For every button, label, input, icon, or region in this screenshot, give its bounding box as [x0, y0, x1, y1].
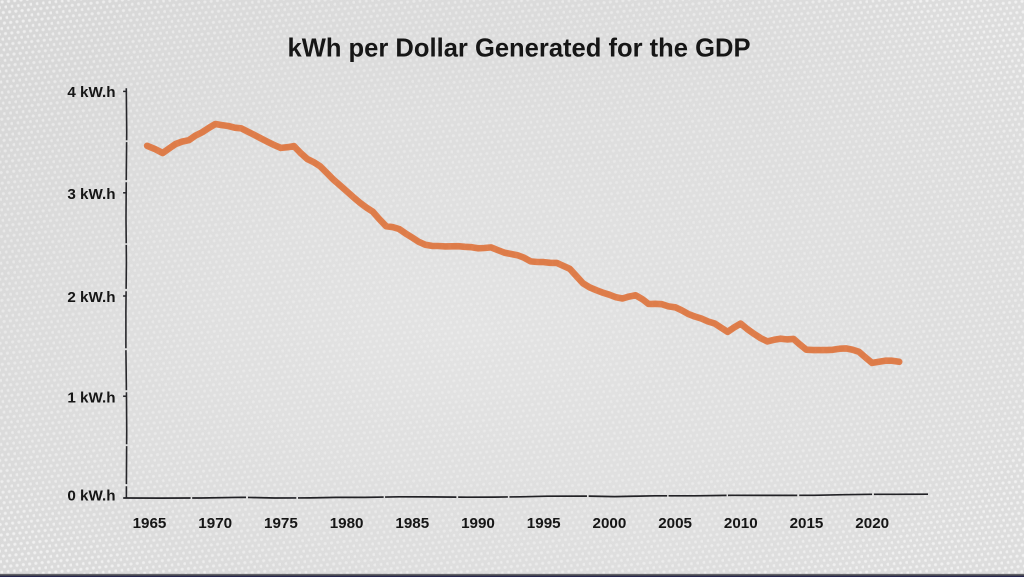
svg-text:2005: 2005: [658, 515, 692, 532]
svg-text:1975: 1975: [264, 515, 298, 532]
svg-text:1985: 1985: [395, 515, 429, 532]
svg-text:1 kW.h: 1 kW.h: [67, 389, 115, 406]
svg-text:4 kW.h: 4 kW.h: [67, 84, 115, 101]
svg-text:1970: 1970: [198, 515, 232, 532]
svg-text:kWh per Dollar Generated for t: kWh per Dollar Generated for the GDP: [288, 33, 751, 63]
svg-text:2015: 2015: [790, 515, 824, 532]
svg-text:3 kW.h: 3 kW.h: [67, 186, 115, 203]
svg-text:0 kW.h: 0 kW.h: [67, 488, 115, 505]
svg-text:1995: 1995: [527, 515, 561, 532]
svg-text:2010: 2010: [724, 515, 758, 532]
svg-text:1980: 1980: [330, 515, 364, 532]
svg-text:2000: 2000: [593, 515, 627, 532]
svg-text:1965: 1965: [133, 515, 167, 532]
svg-text:2 kW.h: 2 kW.h: [67, 289, 115, 306]
svg-text:1990: 1990: [461, 515, 495, 532]
svg-text:2020: 2020: [855, 515, 889, 532]
